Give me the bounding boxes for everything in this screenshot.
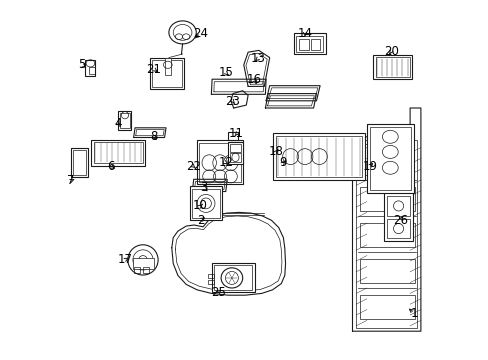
- Bar: [120, 113, 129, 128]
- Text: 21: 21: [146, 63, 161, 76]
- Bar: [73, 150, 86, 175]
- Ellipse shape: [168, 21, 196, 44]
- Text: 15: 15: [218, 66, 233, 79]
- Ellipse shape: [127, 245, 158, 275]
- Text: 5: 5: [78, 58, 85, 71]
- Bar: [71, 148, 88, 177]
- Bar: [359, 223, 415, 247]
- Text: 3: 3: [200, 181, 207, 194]
- Text: 24: 24: [193, 27, 208, 40]
- Text: 19: 19: [362, 160, 377, 173]
- Bar: [89, 67, 95, 74]
- Text: 2: 2: [197, 214, 204, 227]
- Bar: [228, 142, 242, 164]
- Bar: [212, 263, 254, 292]
- Bar: [310, 39, 320, 50]
- Bar: [189, 186, 222, 220]
- Text: 9: 9: [279, 156, 286, 169]
- Bar: [230, 153, 241, 162]
- Bar: [359, 187, 415, 211]
- Bar: [134, 267, 140, 273]
- Bar: [373, 55, 411, 79]
- Ellipse shape: [173, 24, 192, 40]
- Bar: [142, 267, 149, 273]
- Text: 22: 22: [185, 160, 201, 173]
- Text: 7: 7: [67, 174, 75, 187]
- Bar: [207, 280, 213, 284]
- Bar: [150, 58, 184, 89]
- Bar: [273, 133, 365, 180]
- Text: 14: 14: [297, 27, 312, 40]
- Bar: [199, 195, 210, 204]
- Bar: [294, 33, 325, 54]
- Text: 10: 10: [193, 199, 207, 212]
- Text: 23: 23: [225, 95, 240, 108]
- Text: 17: 17: [117, 253, 132, 266]
- Bar: [386, 219, 409, 238]
- Bar: [296, 36, 323, 52]
- Text: 13: 13: [250, 52, 265, 65]
- Bar: [152, 60, 182, 87]
- Text: 18: 18: [268, 145, 283, 158]
- Text: 11: 11: [228, 127, 244, 140]
- Bar: [359, 144, 406, 175]
- Bar: [214, 265, 252, 290]
- Bar: [228, 132, 238, 140]
- Bar: [207, 274, 213, 278]
- Text: 12: 12: [218, 156, 233, 169]
- Bar: [133, 258, 153, 269]
- Bar: [384, 191, 412, 241]
- Text: 1: 1: [410, 307, 417, 320]
- Bar: [192, 189, 220, 218]
- Bar: [197, 140, 243, 184]
- Bar: [94, 142, 142, 163]
- Bar: [369, 127, 410, 190]
- Text: 16: 16: [246, 73, 262, 86]
- Bar: [199, 143, 240, 182]
- Bar: [298, 39, 309, 50]
- Text: 4: 4: [114, 117, 122, 130]
- Bar: [91, 140, 144, 166]
- Bar: [164, 58, 171, 75]
- Bar: [85, 60, 95, 76]
- Bar: [359, 295, 415, 319]
- Bar: [276, 136, 361, 177]
- Text: 26: 26: [393, 214, 408, 227]
- Bar: [386, 196, 409, 216]
- Text: 20: 20: [383, 45, 398, 58]
- Bar: [366, 124, 413, 193]
- Bar: [355, 140, 416, 328]
- Text: 25: 25: [211, 286, 225, 299]
- Text: 8: 8: [150, 130, 157, 143]
- Text: 6: 6: [106, 160, 114, 173]
- Bar: [197, 193, 212, 206]
- Bar: [230, 144, 241, 152]
- Bar: [359, 259, 415, 283]
- Bar: [118, 111, 131, 130]
- Bar: [375, 57, 409, 77]
